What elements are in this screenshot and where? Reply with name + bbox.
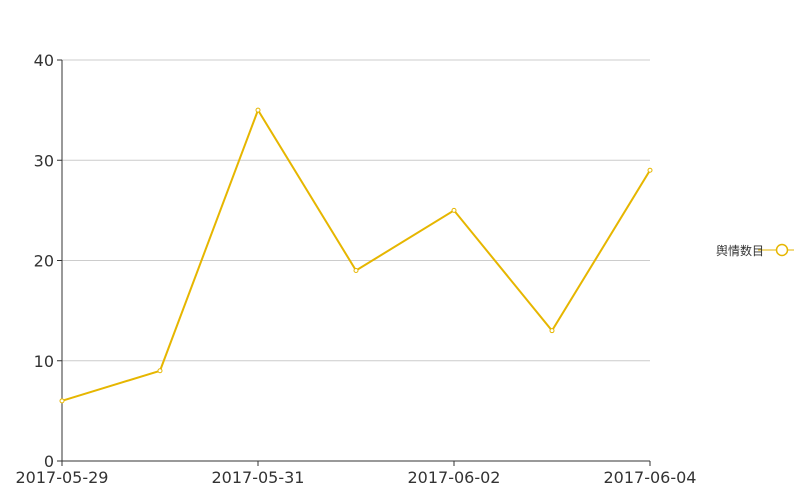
data-point[interactable]	[157, 368, 163, 374]
data-point[interactable]	[549, 328, 555, 334]
data-point[interactable]	[451, 207, 457, 213]
data-point[interactable]	[647, 167, 653, 173]
y-tick-label: 0	[44, 452, 54, 471]
legend-circle-icon	[775, 243, 789, 257]
y-axis-ticks: 0 10 20 30 40	[34, 51, 62, 471]
x-axis-ticks: 2017-05-29 2017-05-31 2017-06-02 2017-06-04	[16, 461, 697, 487]
x-tick-label: 2017-06-02	[408, 468, 501, 487]
data-point[interactable]	[255, 107, 261, 113]
x-tick-label: 2017-06-04	[604, 468, 697, 487]
data-point[interactable]	[353, 268, 359, 274]
y-tick-label: 20	[34, 252, 54, 271]
legend-label: 舆情数目	[716, 243, 764, 258]
data-point[interactable]	[59, 398, 65, 404]
y-tick-label: 40	[34, 51, 54, 70]
legend[interactable]: 舆情数目	[716, 243, 794, 258]
series-group	[59, 107, 653, 404]
grid-lines	[62, 59, 650, 362]
x-tick-label: 2017-05-31	[212, 468, 305, 487]
series-line	[61, 107, 651, 402]
x-tick-label: 2017-05-29	[16, 468, 109, 487]
y-tick-label: 10	[34, 352, 54, 371]
y-tick-label: 30	[34, 151, 54, 170]
